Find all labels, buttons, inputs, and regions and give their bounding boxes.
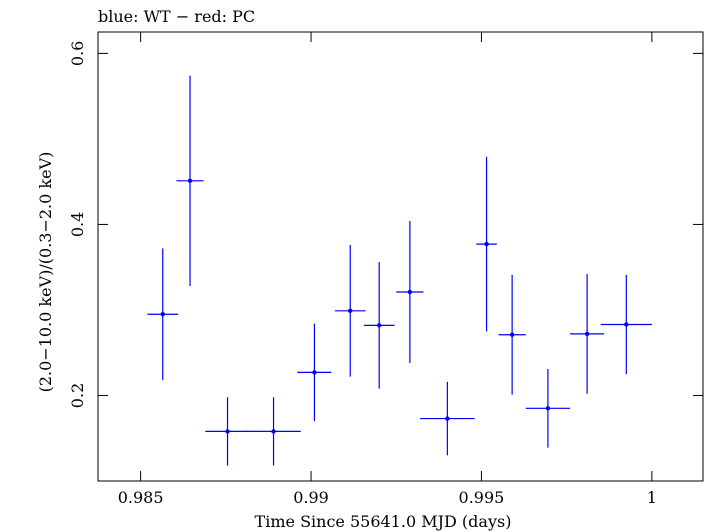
data-point bbox=[484, 241, 489, 247]
data-point bbox=[407, 289, 413, 295]
data-point bbox=[348, 308, 353, 314]
data-point bbox=[312, 370, 317, 375]
x-axis-label: Time Since 55641.0 MJD (days) bbox=[255, 512, 512, 531]
data-point bbox=[445, 416, 450, 421]
data-series bbox=[147, 75, 652, 466]
data-point bbox=[225, 429, 230, 434]
data-point bbox=[271, 429, 276, 434]
data-point bbox=[187, 178, 193, 184]
y-axis-ticks: 0.2 0.4 0.6 bbox=[68, 41, 703, 408]
y-tick-label: 0.4 bbox=[68, 212, 87, 237]
data-point bbox=[545, 406, 551, 411]
data-point bbox=[584, 331, 590, 337]
x-tick-label: 0.99 bbox=[293, 488, 329, 507]
y-tick-label: 0.2 bbox=[68, 383, 87, 408]
chart-title: blue: WT − red: PC bbox=[98, 7, 255, 26]
x-axis-ticks: 0.985 0.99 0.995 1 bbox=[118, 32, 657, 507]
data-point bbox=[509, 332, 515, 337]
y-tick-label: 0.6 bbox=[68, 41, 87, 66]
x-tick-label: 1 bbox=[647, 488, 657, 507]
data-point bbox=[376, 323, 382, 328]
y-axis-label: (2.0−10.0 keV)/(0.3−2.0 keV) bbox=[36, 152, 55, 393]
x-tick-label: 0.985 bbox=[118, 488, 164, 507]
data-point bbox=[624, 322, 629, 327]
plot-frame bbox=[97, 31, 704, 482]
x-tick-label: 0.995 bbox=[459, 488, 505, 507]
data-point bbox=[160, 312, 165, 317]
